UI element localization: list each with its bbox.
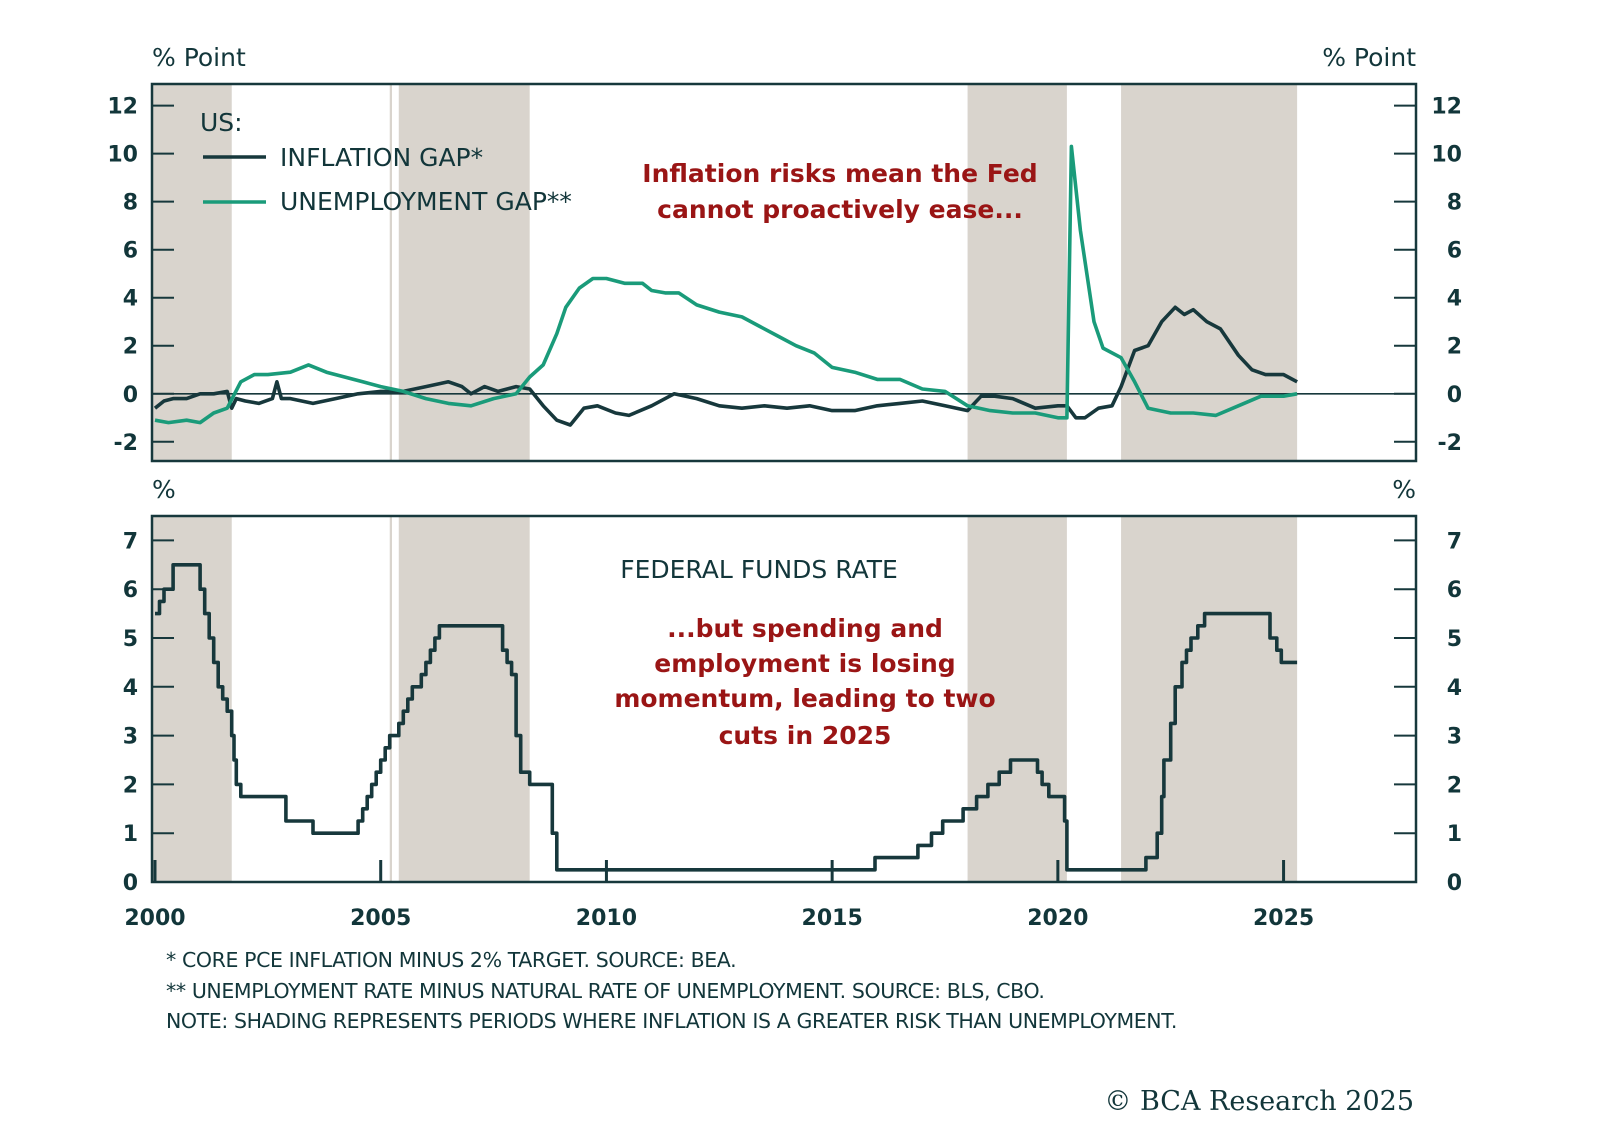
bottom-left-ytick-label: 1 xyxy=(123,822,138,847)
x-tick-label: 2005 xyxy=(350,906,411,931)
x-tick-label: 2015 xyxy=(802,906,863,931)
x-tick-label: 2000 xyxy=(124,906,185,931)
top-shaded-period xyxy=(1121,84,1298,461)
footnote-shading-note: NOTE: SHADING REPRESENTS PERIODS WHERE I… xyxy=(166,1009,1178,1033)
top-right-ytick-label: 10 xyxy=(1431,143,1462,168)
bottom-right-ytick-label: 1 xyxy=(1447,822,1462,847)
top-left-ytick-label: 10 xyxy=(107,143,138,168)
x-tick-label: 2025 xyxy=(1253,906,1314,931)
top-left-ytick-label: -2 xyxy=(114,431,138,456)
legend-label-unemployment-gap: UNEMPLOYMENT GAP** xyxy=(280,187,572,216)
bottom-shaded-period xyxy=(152,516,232,882)
bottom-shaded-period xyxy=(1121,516,1298,882)
footnotes: * CORE PCE INFLATION MINUS 2% TARGET. SO… xyxy=(166,945,1246,1037)
top-right-ytick-label: 0 xyxy=(1447,383,1462,408)
top-shaded-period xyxy=(967,84,1067,461)
top-shaded-period xyxy=(152,84,232,461)
top-right-ytick-label: 12 xyxy=(1431,95,1462,120)
bottom-shaded-period xyxy=(398,516,530,882)
bottom-right-ytick-label: 7 xyxy=(1447,529,1462,554)
bottom-right-ytick-label: 4 xyxy=(1447,676,1462,701)
series-line-federal-funds-rate xyxy=(155,563,1298,872)
legend: US: INFLATION GAP* UNEMPLOYMENT GAP** xyxy=(200,108,572,216)
top-left-unit-label: % Point xyxy=(152,43,246,72)
legend-label-inflation-gap: INFLATION GAP* xyxy=(280,143,483,172)
bottom-series-group xyxy=(155,563,1298,872)
bottom-left-ytick-label: 3 xyxy=(123,725,138,750)
series-line-unemployment-gap xyxy=(154,144,1298,425)
x-tick-label: 2010 xyxy=(576,906,637,931)
bottom-left-ytick-label: 2 xyxy=(123,773,138,798)
bottom-shaded-period xyxy=(967,516,1067,882)
top-right-ytick-label: -2 xyxy=(1438,431,1462,456)
top-series-group xyxy=(153,144,1298,427)
bottom-left-unit-label: % xyxy=(152,475,176,504)
bottom-panel-title: FEDERAL FUNDS RATE xyxy=(620,555,898,584)
copyright-notice: © BCA Research 2025 xyxy=(1104,1086,1414,1117)
top-annotation-line-1: Inflation risks mean the Fed xyxy=(642,159,1037,188)
bottom-right-unit-label: % xyxy=(1392,475,1416,504)
bottom-ticks-group: 7 7 6 6 5 5 4 4 3 3 2 2 1 1 0 0 xyxy=(123,529,1462,896)
top-left-ytick-label: 12 xyxy=(107,95,138,120)
top-right-ytick-label: 8 xyxy=(1447,191,1462,216)
top-left-ytick-label: 6 xyxy=(123,239,138,264)
top-left-ytick-label: 0 xyxy=(123,383,138,408)
bottom-annotation-line-4: cuts in 2025 xyxy=(719,721,892,750)
footnote-unemployment-gap: ** UNEMPLOYMENT RATE MINUS NATURAL RATE … xyxy=(166,978,1045,1003)
series-line-inflation-gap xyxy=(153,305,1298,427)
bottom-right-ytick-label: 2 xyxy=(1447,773,1462,798)
bottom-left-ytick-label: 4 xyxy=(123,676,138,701)
bottom-panel: 7 7 6 6 5 5 4 4 3 3 2 2 1 1 0 0 FEDERAL FUNDS RATE ...b… xyxy=(123,514,1462,896)
bottom-right-ytick-label: 0 xyxy=(1447,871,1462,896)
top-right-unit-label: % Point xyxy=(1322,43,1416,72)
top-plot-frame xyxy=(150,82,1418,463)
bottom-annotation-line-1: ...but spending and xyxy=(667,614,943,643)
x-tick-label: 2020 xyxy=(1027,906,1088,931)
bottom-shaded-period xyxy=(389,516,392,882)
top-left-ytick-label: 8 xyxy=(123,191,138,216)
bottom-right-ytick-label: 5 xyxy=(1447,627,1462,652)
bottom-right-ytick-label: 6 xyxy=(1447,578,1462,603)
bottom-left-ytick-label: 0 xyxy=(123,871,138,896)
bottom-shading-group xyxy=(152,516,1298,882)
top-panel: 12 12 10 10 8 8 6 6 4 4 2 2 0 0 -2 -2 US: INFLATION GAP… xyxy=(107,82,1462,463)
top-shading-group xyxy=(152,84,1298,461)
bottom-left-ytick-label: 7 xyxy=(123,529,138,554)
bottom-left-ytick-label: 5 xyxy=(123,627,138,652)
bottom-annotation-line-3: momentum, leading to two xyxy=(614,684,995,713)
bottom-left-ytick-label: 6 xyxy=(123,578,138,603)
top-annotation-line-2: cannot proactively ease... xyxy=(657,195,1023,224)
x-axis: 2000 2005 2010 2015 2020 2025 xyxy=(124,860,1314,931)
bottom-right-ytick-label: 3 xyxy=(1447,725,1462,750)
top-left-ytick-label: 2 xyxy=(123,335,138,360)
bottom-plot-frame xyxy=(150,514,1418,884)
top-right-ytick-label: 6 xyxy=(1447,239,1462,264)
top-right-ytick-label: 4 xyxy=(1447,287,1462,312)
bottom-annotation-line-2: employment is losing xyxy=(654,649,955,678)
legend-title: US: xyxy=(200,108,243,137)
top-shaded-period xyxy=(389,84,392,461)
footnote-inflation-gap: * CORE PCE INFLATION MINUS 2% TARGET. SO… xyxy=(166,948,737,972)
top-left-ytick-label: 4 xyxy=(123,287,138,312)
top-right-ytick-label: 2 xyxy=(1447,335,1462,360)
